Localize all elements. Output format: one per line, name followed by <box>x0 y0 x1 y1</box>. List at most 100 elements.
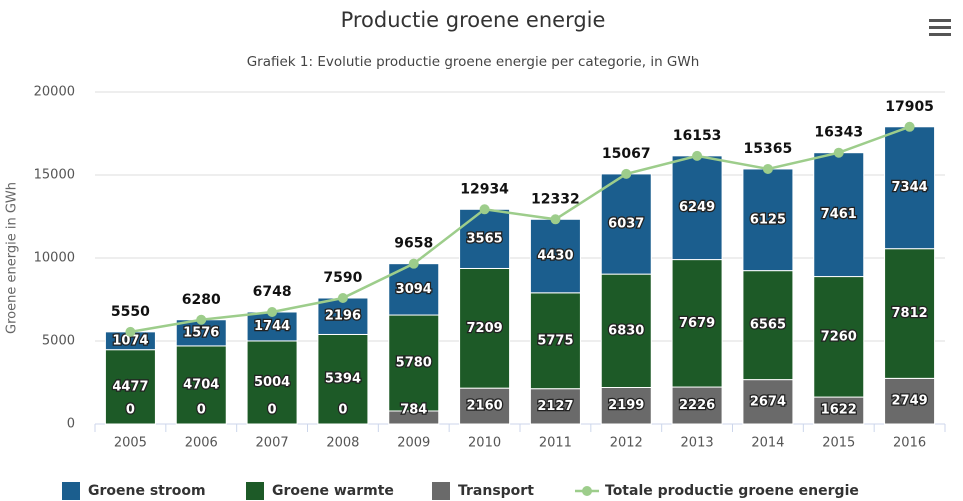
data-label: 7461 <box>821 207 857 222</box>
bar-segment <box>529 292 581 390</box>
bar-segment <box>671 259 723 388</box>
line-point <box>267 306 278 317</box>
bar-segment <box>175 319 227 347</box>
legend-marker <box>582 486 592 496</box>
legend-label: Transport <box>458 483 534 499</box>
total-label: 17905 <box>885 99 934 115</box>
x-tick-label: 2009 <box>397 436 430 451</box>
y-tick-label: 0 <box>67 417 75 432</box>
data-label: 1622 <box>821 403 857 418</box>
bar-segment <box>742 168 794 272</box>
total-label: 6280 <box>182 292 221 308</box>
bar-segment <box>388 314 440 412</box>
total-label: 16343 <box>814 125 863 141</box>
line-point <box>762 163 773 174</box>
data-label: 3094 <box>396 282 432 297</box>
data-label: 784 <box>400 403 427 418</box>
data-label: 7679 <box>679 316 715 331</box>
total-label: 6748 <box>253 284 292 300</box>
bar-segment <box>317 333 369 425</box>
data-label: 0 <box>268 403 277 418</box>
y-tick-label: 10000 <box>34 251 75 266</box>
bar-segment <box>813 396 865 425</box>
bar-segment <box>175 345 227 425</box>
bar-segment <box>600 273 652 388</box>
bar-segment <box>884 126 936 250</box>
line-point <box>337 293 348 304</box>
bar-segment <box>529 218 581 294</box>
legend-item[interactable]: Transport <box>432 482 534 500</box>
total-line <box>130 125 911 334</box>
y-tick-label: 5000 <box>42 334 75 349</box>
total-label: 15365 <box>744 141 793 157</box>
x-tick-label: 2012 <box>610 436 643 451</box>
total-label: 12934 <box>460 181 509 197</box>
menu-button[interactable] <box>929 19 951 36</box>
bar-segment <box>317 297 369 335</box>
bar-segment <box>742 379 794 425</box>
y-tick-label: 20000 <box>34 85 75 100</box>
data-label: 7812 <box>891 306 927 321</box>
line-point <box>196 314 207 325</box>
legend-label: Groene warmte <box>272 483 394 499</box>
bar-segment <box>459 387 511 425</box>
x-tick-label: 2005 <box>114 436 147 451</box>
data-label: 4477 <box>112 379 148 394</box>
data-label: 1576 <box>183 325 219 340</box>
bar-segment <box>600 173 652 275</box>
data-label: 5775 <box>537 333 573 348</box>
total-label: 15067 <box>602 146 651 162</box>
bar-segment <box>459 267 511 389</box>
line-point <box>621 168 632 179</box>
line-point <box>904 121 915 132</box>
bar-segment <box>459 208 511 269</box>
total-label: 16153 <box>673 128 722 144</box>
data-label: 4704 <box>183 377 219 392</box>
legend-item[interactable]: Groene stroom <box>62 482 206 500</box>
x-tick-label: 2008 <box>326 436 359 451</box>
legend-label: Groene stroom <box>88 483 206 499</box>
chart-subtitle: Grafiek 1: Evolutie productie groene ene… <box>247 54 700 70</box>
data-label: 3565 <box>466 231 502 246</box>
legend-item[interactable]: Groene warmte <box>246 482 394 500</box>
x-tick-label: 2015 <box>822 436 855 451</box>
data-label: 7260 <box>821 329 857 344</box>
bar-segment <box>813 276 865 398</box>
data-label: 2226 <box>679 398 715 413</box>
y-axis-label: Groene energie in GWh <box>5 182 20 334</box>
bar-segment <box>884 377 936 425</box>
x-tick-label: 2014 <box>751 436 784 451</box>
bar-segment <box>600 386 652 425</box>
data-label: 1744 <box>254 319 290 334</box>
data-label: 1074 <box>112 333 148 348</box>
bar-segment <box>529 388 581 425</box>
data-label: 2749 <box>891 394 927 409</box>
bar-segment <box>671 155 723 261</box>
total-label: 7590 <box>323 270 362 286</box>
data-label: 6249 <box>679 200 715 215</box>
data-label: 2674 <box>750 394 786 409</box>
x-tick-label: 2010 <box>468 436 501 451</box>
x-tick-label: 2011 <box>539 436 572 451</box>
line-point <box>833 147 844 158</box>
data-label: 0 <box>338 403 347 418</box>
legend-item[interactable]: Totale productie groene energie <box>575 483 859 499</box>
data-label: 5394 <box>325 372 361 387</box>
data-label: 6830 <box>608 323 644 338</box>
data-label: 2199 <box>608 398 644 413</box>
data-label: 6125 <box>750 212 786 227</box>
x-tick-label: 2016 <box>893 436 926 451</box>
bar-segment <box>884 248 936 379</box>
legend-swatch <box>62 482 80 500</box>
chart-title: Productie groene energie <box>341 8 606 32</box>
data-label: 5780 <box>396 356 432 371</box>
line-point <box>125 326 136 337</box>
data-label: 5004 <box>254 375 290 390</box>
total-label: 9658 <box>394 236 433 252</box>
bar-segment <box>742 270 794 381</box>
data-label: 2127 <box>537 399 573 414</box>
total-label: 12332 <box>531 191 580 207</box>
bar-segment <box>671 386 723 425</box>
data-label: 2196 <box>325 309 361 324</box>
